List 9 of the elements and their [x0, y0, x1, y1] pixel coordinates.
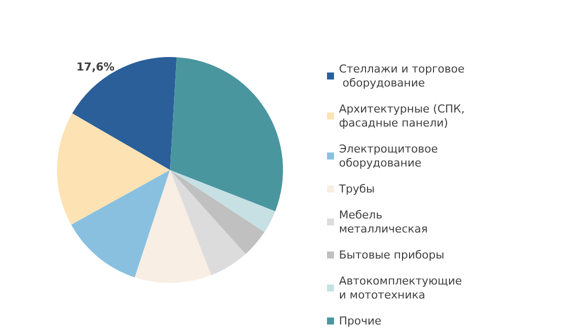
legend-label: Прочие [339, 314, 382, 328]
legend-label: Архитектурные (СПК, фасадные панели) [339, 102, 468, 130]
legend-label: Автокомплектующие и мототехника [339, 274, 466, 302]
data-label: 17,6% [76, 60, 115, 74]
legend-label: Мебель металлическая [339, 208, 428, 236]
legend-label: Электрощитовое оборудование [339, 142, 442, 170]
legend-label: Стеллажи и торговое оборудование [339, 62, 465, 90]
legend-label: Трубы [338, 182, 375, 196]
legend-label: Бытовые приборы [339, 248, 444, 262]
